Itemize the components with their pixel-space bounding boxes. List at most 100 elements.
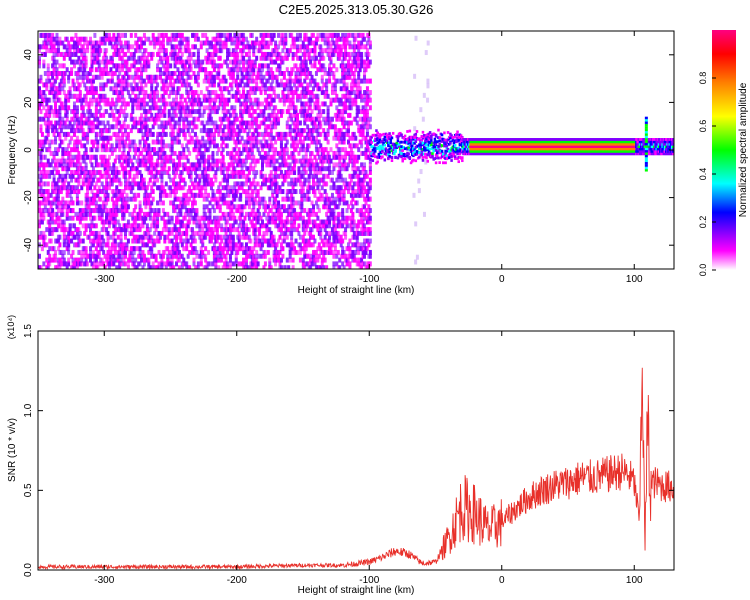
heatmap-cell: [75, 97, 79, 103]
heatmap-cell: [75, 265, 79, 269]
heatmap-cell: [138, 169, 142, 175]
heatmap-cell: [164, 32, 168, 38]
heatmap-cell: [196, 215, 200, 221]
heatmap-cell: [282, 154, 286, 160]
heatmap-cell: [109, 166, 113, 172]
heatmap-cell: [100, 162, 104, 168]
heatmap-cell: [96, 147, 100, 153]
heatmap-cell: [278, 166, 282, 172]
heatmap-cell: [121, 78, 125, 84]
heatmap-cell: [42, 116, 46, 122]
heatmap-cell: [65, 147, 69, 153]
heatmap-cell: [287, 116, 291, 122]
heatmap-cell: [54, 219, 58, 225]
heatmap-cell: [93, 59, 97, 65]
heatmap-cell: [298, 177, 302, 183]
heatmap-cell: [215, 166, 219, 172]
heatmap-cell: [177, 86, 181, 92]
heatmap-cell: [202, 78, 206, 84]
heatmap-cell: [183, 63, 187, 69]
heatmap-cell: [226, 249, 230, 255]
heatmap-cell: [278, 173, 282, 179]
heatmap-cell: [118, 169, 122, 175]
heatmap-cell: [110, 181, 114, 187]
heatmap-cell: [284, 223, 288, 229]
heatmap-cell: [236, 59, 240, 65]
heatmap-cell: [221, 131, 225, 137]
heatmap-cell: [179, 150, 183, 156]
heatmap-cell: [193, 44, 197, 50]
heatmap-cell: [275, 181, 279, 187]
heatmap-cell: [268, 269, 271, 274]
heatmap-cell: [291, 55, 295, 61]
heatmap-cell: [115, 90, 119, 96]
heatmap-cell: [112, 32, 116, 38]
heatmap-cell: [70, 135, 74, 141]
heatmap-cell: [161, 147, 165, 153]
heatmap-cell: [240, 51, 244, 57]
heatmap-cell: [131, 90, 135, 96]
heatmap-cell: [183, 211, 187, 217]
heatmap-cell: [118, 78, 122, 84]
heatmap-cell: [77, 86, 81, 92]
heatmap-cell: [45, 162, 49, 168]
heatmap-cell: [224, 211, 228, 217]
heatmap-cell: [151, 131, 155, 137]
heatmap-cell: [277, 204, 281, 210]
heatmap-cell: [118, 51, 122, 57]
heatmap-cell: [253, 90, 257, 96]
heatmap-cell: [109, 86, 113, 92]
heatmap-cell: [134, 74, 138, 80]
heatmap-cell: [301, 40, 305, 46]
heatmap-cell: [262, 74, 266, 80]
heatmap-cell: [301, 238, 305, 244]
heatmap-cell: [43, 181, 47, 187]
heatmap-cell: [172, 86, 176, 92]
heatmap-cell: [160, 261, 164, 267]
heatmap-cell: [247, 105, 251, 111]
heatmap-cell: [295, 143, 299, 149]
heatmap-cell: [55, 265, 59, 269]
heatmap-cell: [290, 86, 294, 92]
heatmap-cell: [94, 67, 98, 73]
heatmap-cell: [56, 196, 60, 202]
heatmap-cell: [121, 269, 124, 274]
heatmap-cell: [42, 261, 46, 267]
heatmap-cell: [236, 44, 240, 50]
heatmap-cell: [81, 208, 85, 214]
heatmap-cell: [291, 150, 295, 156]
heatmap-cell: [180, 204, 184, 210]
heatmap-cell: [67, 40, 71, 46]
heatmap-cell: [157, 116, 161, 122]
heatmap-cell: [186, 200, 190, 206]
heatmap-cell: [46, 249, 50, 255]
heatmap-cell: [64, 269, 67, 274]
heatmap-cell: [185, 154, 189, 160]
heatmap-cell: [150, 112, 154, 118]
heatmap-cell: [288, 128, 292, 134]
heatmap-cell: [147, 249, 151, 255]
heatmap-cell: [129, 227, 133, 233]
heatmap-cell: [59, 51, 63, 57]
heatmap-cell: [52, 154, 56, 160]
heatmap-cell: [55, 150, 59, 156]
heatmap-cell: [252, 269, 255, 274]
heatmap-cell: [269, 101, 273, 107]
heatmap-cell: [156, 223, 160, 229]
heatmap-cell: [160, 181, 164, 187]
heatmap-cell: [202, 196, 206, 202]
heatmap-cell: [274, 147, 278, 153]
heatmap-cell: [211, 63, 215, 69]
heatmap-cell: [125, 112, 129, 118]
heatmap-cell: [157, 208, 161, 214]
heatmap-cell: [212, 124, 216, 130]
heatmap-cell: [51, 215, 55, 221]
heatmap-cell: [107, 124, 111, 130]
heatmap-cell: [253, 63, 257, 69]
heatmap-cell: [199, 139, 203, 145]
heatmap-cell: [55, 269, 58, 274]
heatmap-cell: [65, 36, 69, 42]
heatmap-cell: [38, 139, 41, 145]
heatmap-cell: [115, 154, 119, 160]
